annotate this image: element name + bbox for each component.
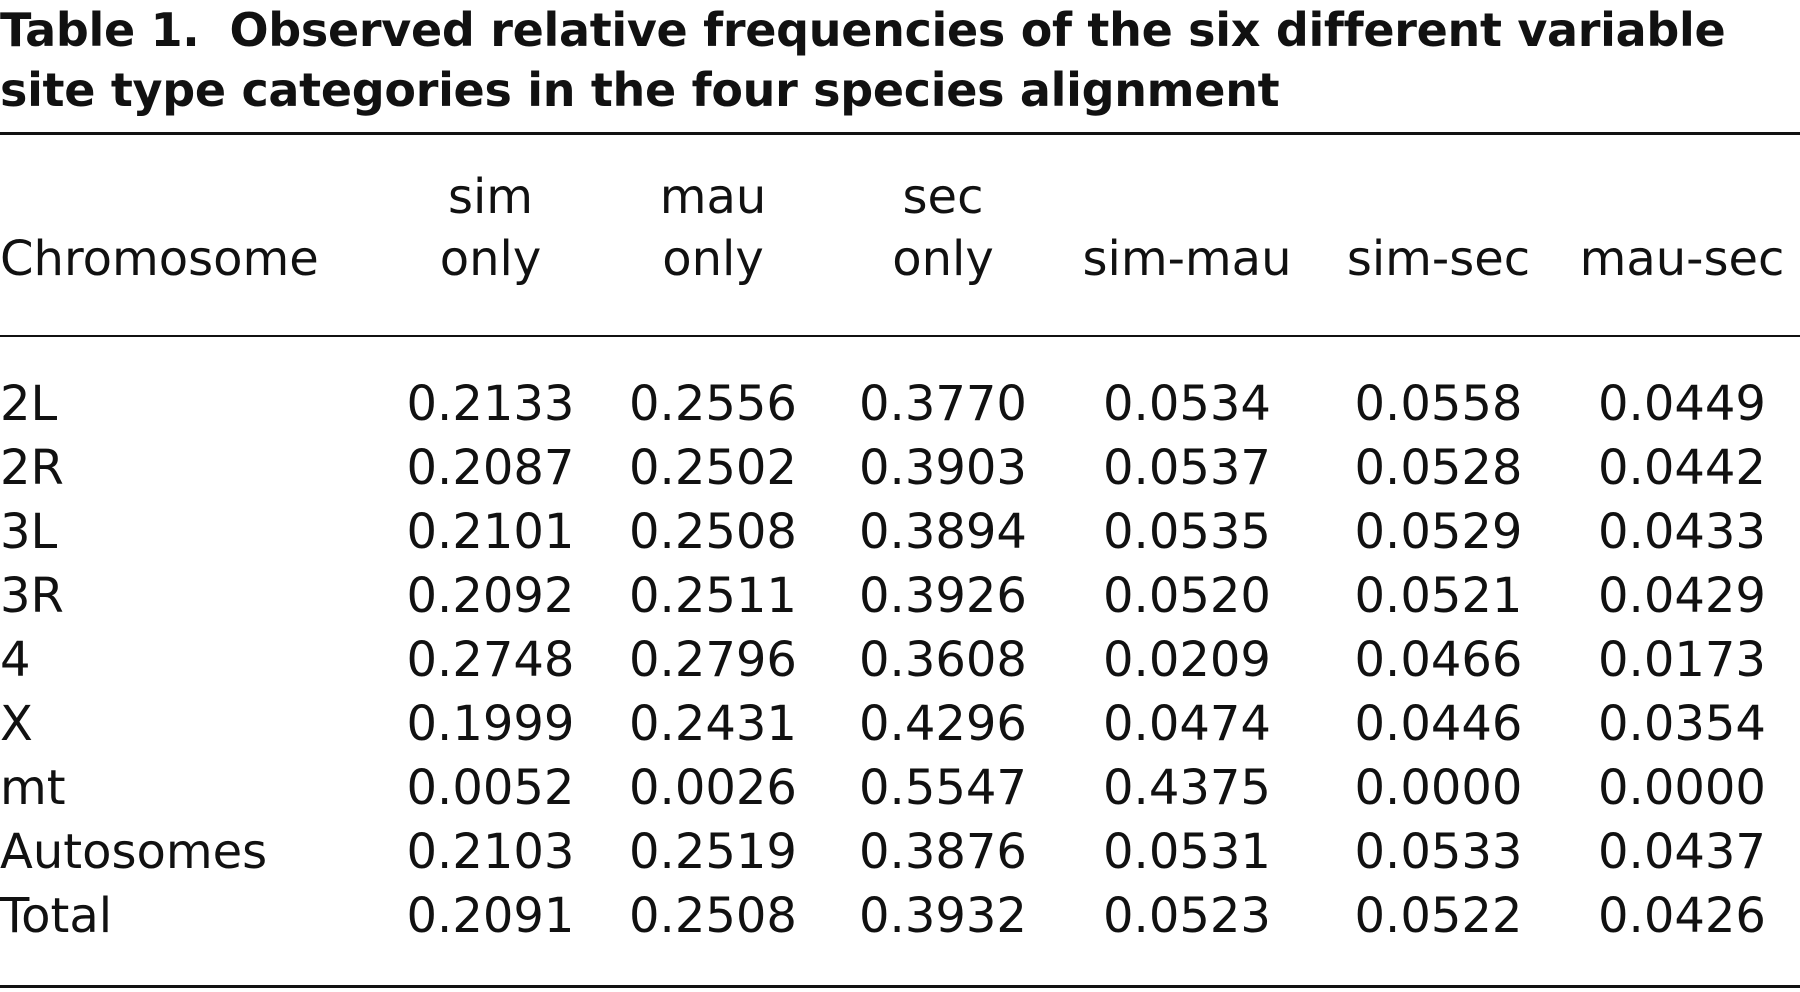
cell: 0.3608 — [859, 632, 1027, 688]
cell: 0.0426 — [1598, 888, 1766, 944]
cell: 0.2502 — [629, 440, 797, 496]
column-header: sim-sec — [1313, 136, 1564, 318]
cell: 0.0558 — [1354, 376, 1523, 432]
column-header: sim only — [380, 136, 601, 318]
table-row: 2R 0.2087 0.2502 0.3903 0.0537 0.0528 0.0442 — [0, 436, 1800, 500]
cell: 0.0429 — [1598, 568, 1766, 624]
cell: 0.0520 — [1103, 568, 1271, 624]
table-row: 3R 0.2092 0.2511 0.3926 0.0520 0.0521 0.0429 — [0, 564, 1800, 628]
table-row: 4 0.2748 0.2796 0.3608 0.0209 0.0466 0.0173 — [0, 628, 1800, 692]
cell: 0.0442 — [1598, 440, 1766, 496]
cell: 0.2087 — [406, 440, 575, 496]
cell: 0.0474 — [1103, 696, 1271, 752]
row-label: 3R — [0, 568, 64, 624]
cell: 0.0523 — [1103, 888, 1271, 944]
cell: 0.2103 — [406, 824, 575, 880]
header-line: only — [662, 231, 764, 287]
row-label: mt — [0, 760, 66, 816]
cell: 0.3770 — [859, 376, 1027, 432]
cell: 0.0354 — [1598, 696, 1766, 752]
header-line: only — [892, 231, 994, 287]
header-rule — [0, 335, 1800, 337]
cell: 0.2091 — [406, 888, 575, 944]
cell: 0.2556 — [629, 376, 797, 432]
cell: 0.3894 — [859, 504, 1027, 560]
header-line: mau — [659, 169, 767, 225]
cell: 0.3926 — [859, 568, 1027, 624]
cell: 0.0528 — [1354, 440, 1523, 496]
cell: 0.0529 — [1354, 504, 1523, 560]
header-row: Chromosome sim only mau only sec only sim-mau si… — [0, 136, 1800, 318]
cell: 0.2748 — [406, 632, 575, 688]
cell: 0.3903 — [859, 440, 1027, 496]
cell: 0.2508 — [629, 504, 797, 560]
cell: 0.2511 — [629, 568, 797, 624]
table-row: Total 0.2091 0.2508 0.3932 0.0523 0.0522 0.042… — [0, 884, 1800, 948]
row-label: 3L — [0, 504, 58, 560]
cell: 0.2519 — [629, 824, 797, 880]
table-row: 3L 0.2101 0.2508 0.3894 0.0535 0.0529 0.0433 — [0, 500, 1800, 564]
row-label: Autosomes — [0, 824, 268, 880]
cell: 0.0535 — [1103, 504, 1271, 560]
table-row: X 0.1999 0.2431 0.4296 0.0474 0.0446 0.0354 — [0, 692, 1800, 756]
column-header: sec only — [825, 136, 1061, 318]
cell: 0.0446 — [1354, 696, 1523, 752]
table-label: Table 1. — [0, 3, 200, 57]
cell: 0.2431 — [629, 696, 797, 752]
header-line: sim — [447, 169, 534, 225]
cell: 0.0173 — [1598, 632, 1766, 688]
table-row: 2L 0.2133 0.2556 0.3770 0.0534 0.0558 0.0449 — [0, 318, 1800, 436]
cell: 0.2092 — [406, 568, 575, 624]
cell: 0.0537 — [1103, 440, 1271, 496]
cell: 0.3876 — [859, 824, 1027, 880]
cell: 0.0000 — [1354, 760, 1523, 816]
column-header: Chromosome — [0, 136, 380, 318]
cell: 0.0466 — [1354, 632, 1523, 688]
cell: 0.0531 — [1103, 824, 1271, 880]
cell: 0.0449 — [1598, 376, 1766, 432]
header-line: only — [439, 231, 542, 287]
cell: 0.0534 — [1103, 376, 1271, 432]
cell: 0.2508 — [629, 888, 797, 944]
cell: 0.0533 — [1354, 824, 1523, 880]
table-row: Autosomes 0.2103 0.2519 0.3876 0.0531 0.0533 0… — [0, 820, 1800, 884]
cell: 0.4296 — [859, 696, 1027, 752]
header-line: sim-sec — [1346, 231, 1531, 287]
header-line: sim-mau — [1082, 231, 1292, 287]
row-label: 4 — [0, 632, 31, 688]
cell: 0.0026 — [629, 760, 797, 816]
row-label: Total — [0, 888, 113, 944]
cell: 0.2133 — [406, 376, 575, 432]
header-line: Chromosome — [0, 231, 319, 287]
header-line: mau-sec — [1579, 231, 1785, 287]
data-table: Chromosome sim only mau only sec only sim-mau si… — [0, 136, 1800, 948]
table-title: Observed relative frequencies of the six… — [0, 3, 1726, 117]
column-header: sim-mau — [1061, 136, 1313, 318]
row-label: 2L — [0, 376, 58, 432]
cell: 0.0521 — [1354, 568, 1523, 624]
bottom-rule — [0, 985, 1800, 988]
cell: 0.2101 — [406, 504, 575, 560]
cell: 0.1999 — [406, 696, 575, 752]
cell: 0.0052 — [406, 760, 575, 816]
cell: 0.0209 — [1103, 632, 1271, 688]
caption: Table 1. Observed relative frequencies of… — [0, 0, 1800, 120]
column-header: mau-sec — [1564, 136, 1800, 318]
cell: 0.0000 — [1598, 760, 1766, 816]
cell: 0.5547 — [859, 760, 1027, 816]
cell: 0.0433 — [1598, 504, 1766, 560]
row-label: X — [0, 696, 33, 752]
column-header: mau only — [601, 136, 825, 318]
cell: 0.0522 — [1354, 888, 1523, 944]
top-rule — [0, 132, 1800, 135]
table-body: 2L 0.2133 0.2556 0.3770 0.0534 0.0558 0.0449 2R… — [0, 318, 1800, 948]
cell: 0.4375 — [1103, 760, 1271, 816]
header-line: sec — [902, 169, 984, 225]
cell: 0.0437 — [1598, 824, 1766, 880]
cell: 0.2796 — [629, 632, 797, 688]
cell: 0.3932 — [859, 888, 1027, 944]
row-label: 2R — [0, 440, 64, 496]
table-row: mt 0.0052 0.0026 0.5547 0.4375 0.0000 0.0000 — [0, 756, 1800, 820]
